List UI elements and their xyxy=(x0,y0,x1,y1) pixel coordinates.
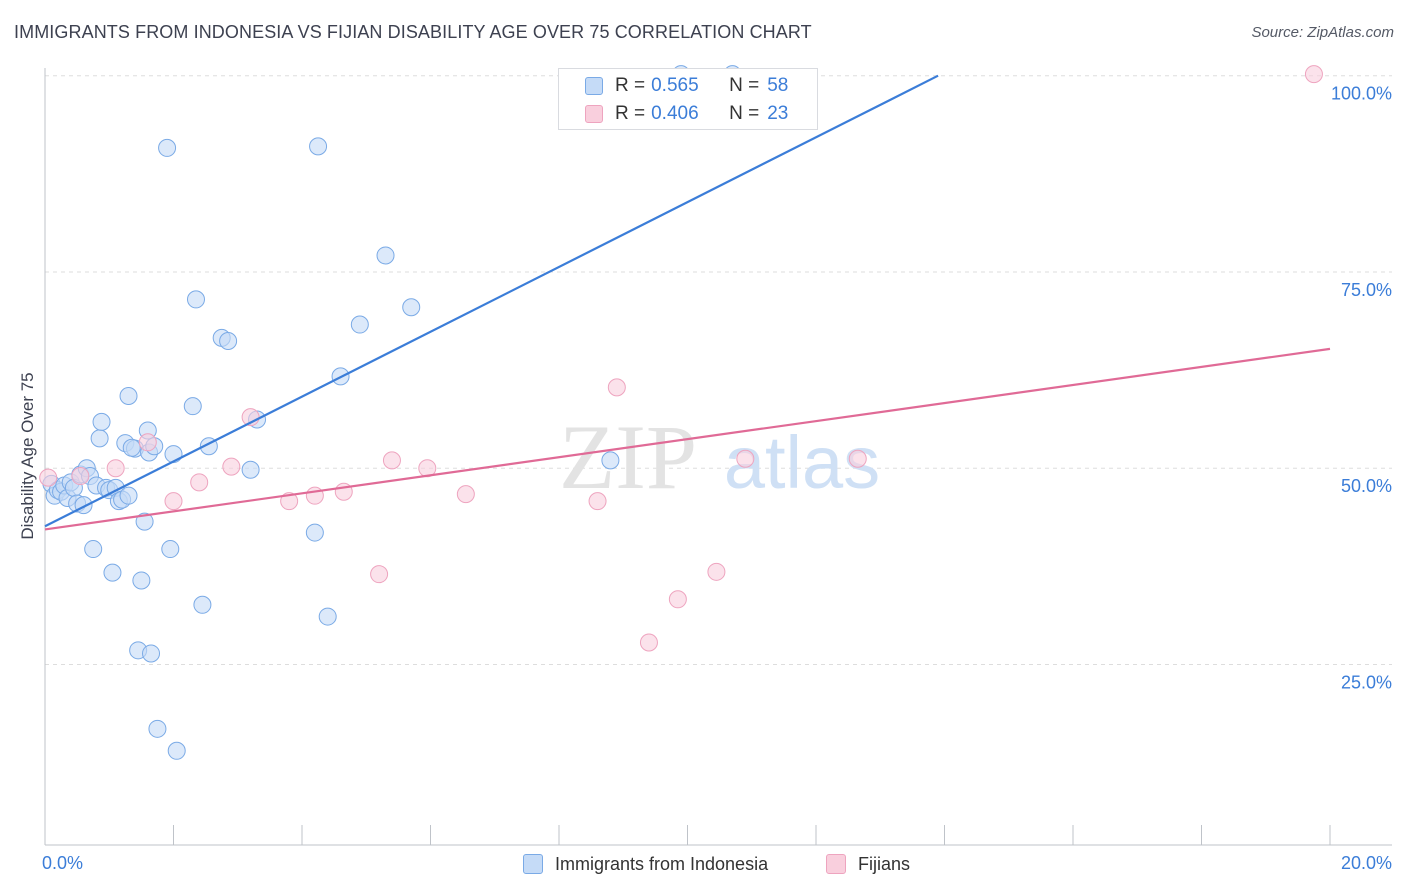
fijian-point xyxy=(588,492,607,511)
fijian-point xyxy=(71,467,90,486)
fijian-point xyxy=(668,590,687,609)
indonesia-point xyxy=(161,540,180,559)
fijian-point xyxy=(370,565,389,584)
trend-lines xyxy=(44,74,1331,531)
legend-n-value: 58 xyxy=(767,75,789,96)
bottom-legend-swatch-blue xyxy=(523,854,543,874)
legend-row-fijians: R = 0.406 N = 23 xyxy=(585,101,788,127)
indonesia-point xyxy=(219,332,238,351)
indonesia-point xyxy=(167,741,186,760)
indonesia-point xyxy=(241,460,260,479)
indonesia-point xyxy=(103,563,122,582)
chart-title: IMMIGRANTS FROM INDONESIA VS FIJIAN DISA… xyxy=(14,22,812,42)
indonesia-point xyxy=(376,246,395,265)
indonesia-point xyxy=(119,486,138,505)
indonesia-point xyxy=(132,571,151,590)
axes xyxy=(44,68,1392,846)
indonesia-point xyxy=(402,298,421,317)
fijian-trend-line xyxy=(44,347,1331,531)
legend-n-value: 23 xyxy=(767,103,789,124)
legend-n-label: N = xyxy=(729,103,760,124)
tick-labels: 100.0% 75.0% 50.0% 25.0% 0.0% 20.0% xyxy=(42,84,1392,873)
indonesia-point xyxy=(142,644,161,663)
fijian-point xyxy=(736,449,755,468)
bottom-legend-label-fijians: Fijians xyxy=(858,853,911,874)
source-note: Source: ZipAtlas.com xyxy=(1251,24,1394,41)
fijian-point xyxy=(222,457,241,476)
fijian-point xyxy=(280,492,299,511)
fijian-point xyxy=(848,449,867,468)
data-points xyxy=(39,65,1323,760)
indonesia-point xyxy=(193,595,212,614)
stats-legend: R = 0.565 N = 58 R = 0.406 N = 23 xyxy=(558,68,818,130)
fijian-point xyxy=(639,633,658,652)
bottom-legend-indonesia: Immigrants from Indonesia xyxy=(523,852,768,876)
fijian-point xyxy=(138,433,157,452)
legend-n-label: N = xyxy=(729,75,760,96)
legend-swatch-blue xyxy=(585,77,603,95)
indonesia-point xyxy=(305,523,324,542)
indonesia-point xyxy=(186,290,205,309)
indonesia-point xyxy=(183,397,202,416)
fijian-point xyxy=(382,451,401,470)
fijian-point xyxy=(1304,65,1323,84)
fijian-point xyxy=(39,468,58,487)
legend-r-label: R = xyxy=(615,103,646,124)
bottom-legend-swatch-pink xyxy=(826,854,846,874)
legend-swatch-pink xyxy=(585,105,603,123)
indonesia-point xyxy=(148,719,167,738)
indonesia-point xyxy=(350,315,369,334)
y-tick-label: 75.0% xyxy=(1341,280,1392,300)
legend-r-value: 0.565 xyxy=(651,75,699,96)
legend-r-value: 0.406 xyxy=(651,103,699,124)
bottom-legend-fijians: Fijians xyxy=(826,852,910,876)
indonesia-point xyxy=(318,607,337,626)
indonesia-point xyxy=(164,445,183,464)
y-tick-label: 100.0% xyxy=(1331,84,1392,104)
fijian-point xyxy=(607,378,626,397)
legend-r-label: R = xyxy=(615,75,646,96)
indonesia-point xyxy=(158,138,177,157)
indonesia-point xyxy=(135,512,154,531)
fijian-point xyxy=(190,473,209,492)
indonesia-point xyxy=(92,412,111,431)
fijian-point xyxy=(707,562,726,581)
indonesia-point xyxy=(90,429,109,448)
x-tick-label: 0.0% xyxy=(42,853,83,873)
indonesia-point xyxy=(119,386,138,405)
indonesia-point xyxy=(84,540,103,559)
fijian-point xyxy=(106,459,125,478)
indonesia-point xyxy=(122,438,141,457)
indonesia-trend-line xyxy=(44,74,939,528)
y-tick-label: 25.0% xyxy=(1341,672,1392,692)
legend-row-indonesia: R = 0.565 N = 58 xyxy=(585,73,788,99)
watermark-zip: ZIP xyxy=(559,406,697,508)
fijian-point xyxy=(164,492,183,511)
fijian-point xyxy=(456,485,475,504)
y-tick-label: 50.0% xyxy=(1341,476,1392,496)
indonesia-point xyxy=(309,137,328,156)
indonesia-point xyxy=(601,451,620,470)
bottom-legend-label-indonesia: Immigrants from Indonesia xyxy=(555,853,769,874)
x-tick-label: 20.0% xyxy=(1341,853,1392,873)
